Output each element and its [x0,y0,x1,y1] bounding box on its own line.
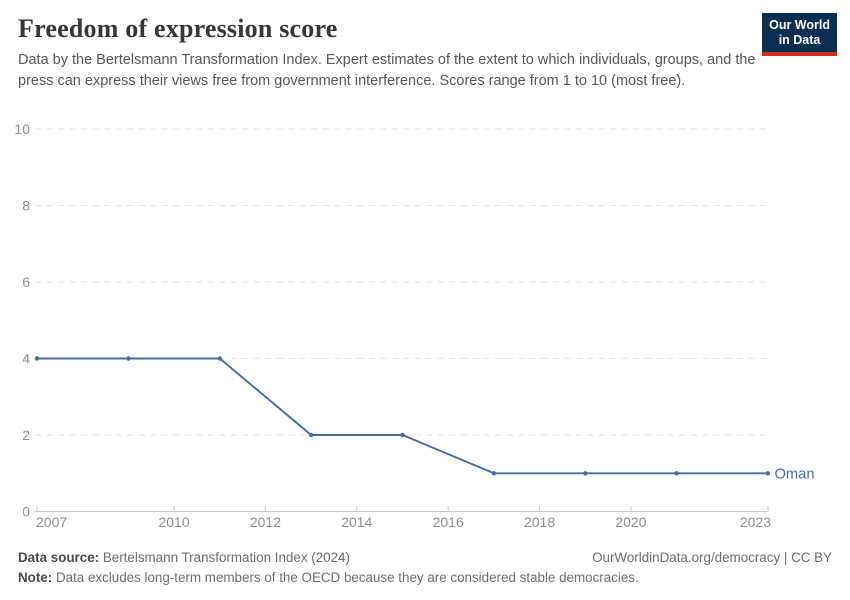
page-title: Freedom of expression score [18,14,338,43]
y-axis-label: 0 [22,503,30,519]
data-source-value: Bertelsmann Transformation Index (2024) [99,550,350,565]
x-axis-label: 2023 [740,514,771,530]
x-axis-label: 2014 [341,514,372,530]
chart-footer: Data source: Bertelsmann Transformation … [18,548,832,587]
y-axis-label: 10 [14,121,30,137]
x-axis-label: 2012 [250,514,281,530]
data-point[interactable] [308,432,314,438]
data-point[interactable] [765,471,771,476]
owid-logo-line1: Our World [769,18,830,32]
y-axis-label: 8 [22,197,30,213]
y-axis-label: 6 [22,274,30,290]
data-point[interactable] [126,356,131,361]
x-axis-label: 2018 [524,514,555,530]
data-point[interactable] [217,356,222,361]
note-value: Data excludes long-term members of the O… [52,569,639,585]
series-line[interactable] [36,357,769,475]
x-axis-label: 2020 [615,514,646,530]
note-label: Note: [18,569,53,585]
owid-logo[interactable]: Our World in Data [762,13,837,56]
y-axis-label: 2 [22,427,30,443]
data-point[interactable] [674,471,679,476]
x-axis-label: 2007 [36,514,67,530]
data-point[interactable] [583,471,588,476]
data-point[interactable] [400,432,405,438]
x-axis-label: 2016 [433,514,464,530]
chart-subtitle: Data by the Bertelsmann Transformation I… [18,52,756,89]
credit-link[interactable]: OurWorldinData.org/democracy | CC BY [592,550,832,565]
data-point[interactable] [34,356,40,361]
data-point[interactable] [491,471,497,476]
y-axis-label: 4 [22,350,30,366]
series-end-label[interactable]: Oman [775,466,815,482]
data-source-label: Data source: [18,550,100,565]
x-axis-label: 2010 [158,514,189,530]
owid-logo-line2: in Data [778,33,821,47]
data-source-line: Data source: Bertelsmann Transformation … [18,548,350,568]
note-line: Note: Data excludes long-term members of… [18,568,832,588]
